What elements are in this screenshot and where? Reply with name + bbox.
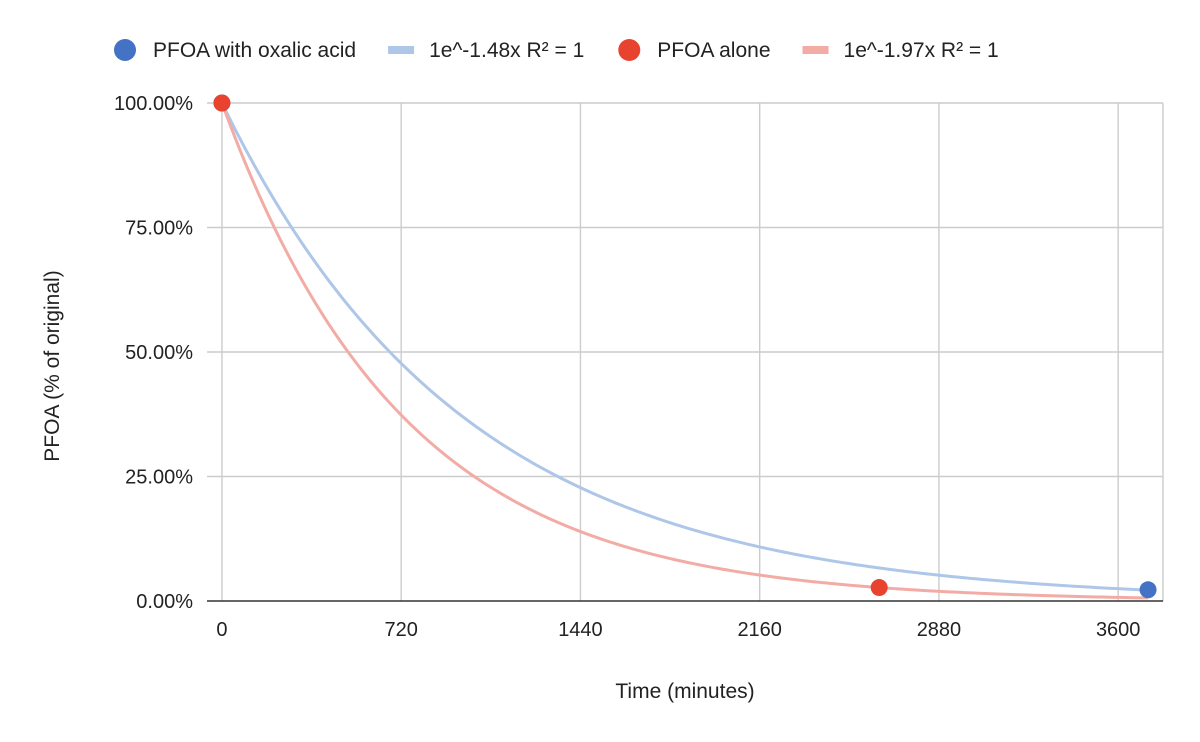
x-tick-label: 2160 (737, 619, 782, 641)
x-tick-label: 3600 (1096, 619, 1141, 641)
legend-marker-dot (114, 39, 136, 61)
legend-marker-line (388, 46, 415, 54)
legend-label: PFOA with oxalic acid (153, 39, 356, 62)
legend-marker-line (802, 46, 829, 54)
trendline-3 (220, 102, 1149, 600)
x-tick-label: 720 (385, 619, 418, 641)
trendlines (220, 102, 1149, 600)
data-points (213, 94, 1157, 599)
legend-label: 1e^-1.48x R² = 1 (429, 39, 584, 62)
tick-labels: 0.00% 25.00% 50.00% 75.00% 100.00% 0 720 1440 21… (114, 93, 1140, 641)
y-tick-label: 100.00% (114, 93, 193, 115)
gridlines (207, 102, 1164, 601)
legend-marker-dot (618, 39, 641, 61)
data-point-series-0-1[interactable] (1139, 581, 1157, 599)
y-tick-label: 50.00% (125, 342, 193, 364)
legend-label: 1e^-1.97x R² = 1 (844, 39, 999, 62)
data-point-series-2-0[interactable] (213, 94, 231, 112)
x-tick-label: 1440 (558, 619, 603, 641)
x-tick-label: 0 (216, 619, 227, 641)
legend-item-3[interactable]: 1e^-1.97x R² = 1 (802, 39, 999, 62)
legend: PFOA with oxalic acid 1e^-1.48x R² = 1 PFO… (114, 39, 999, 62)
legend-item-0[interactable]: PFOA with oxalic acid (114, 39, 356, 62)
y-tick-label: 0.00% (136, 591, 193, 613)
x-axis-title: Time (minutes) (615, 680, 754, 703)
trendline-1 (220, 102, 1149, 592)
y-tick-label: 75.00% (125, 218, 193, 240)
legend-item-1[interactable]: 1e^-1.48x R² = 1 (388, 39, 584, 62)
legend-label: PFOA alone (657, 39, 770, 62)
y-tick-label: 25.00% (125, 467, 193, 489)
data-point-series-2-1[interactable] (870, 579, 888, 597)
x-tick-label: 2880 (917, 619, 962, 641)
legend-item-2[interactable]: PFOA alone (618, 39, 771, 62)
y-axis-title: PFOA (% of original) (41, 270, 64, 461)
